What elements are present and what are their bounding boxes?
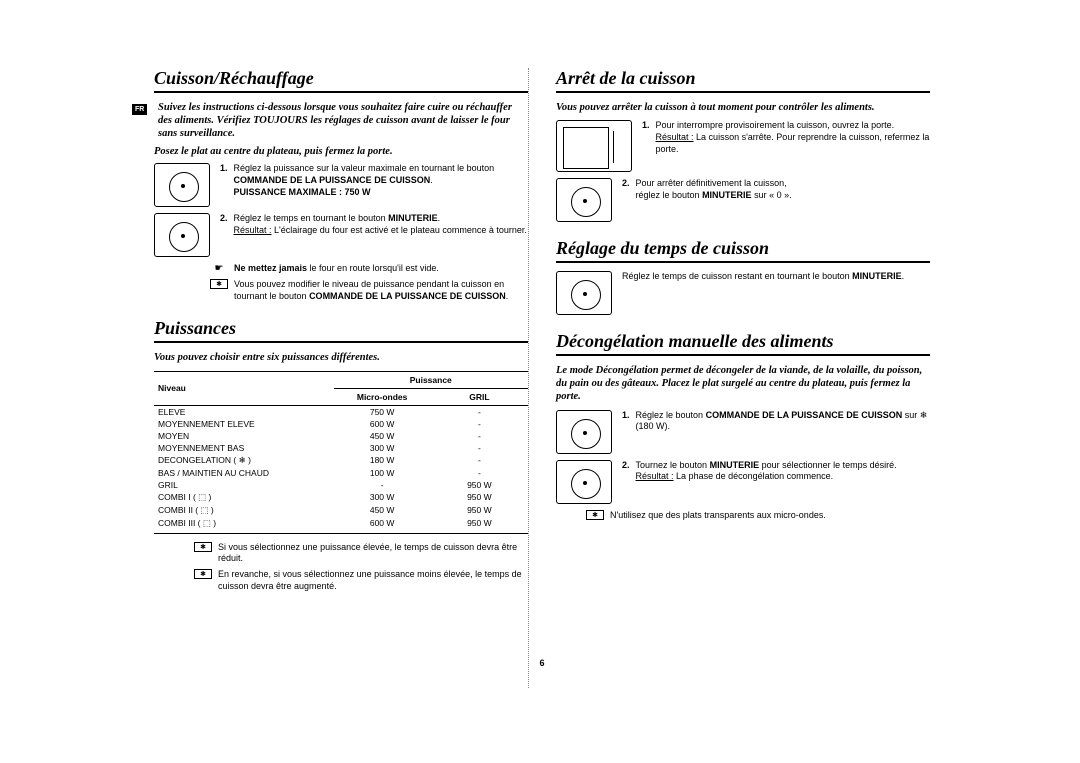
sub-instruction: Posez le plat au centre du plateau, puis… [154,146,528,157]
heading-decongelation: Décongélation manuelle des aliments [556,331,930,356]
power-note-1: ✱ Si vous sélectionnez une puissance éle… [194,542,528,565]
step-num: 1. [642,120,650,130]
timer-dial-icon [154,213,210,257]
timer-dial-icon [556,271,612,315]
step-num: 2. [220,213,228,223]
step-1: 1. Réglez la puissance sur la valeur max… [154,163,528,207]
note-icon: ✱ [194,569,212,579]
step-text: Pour arrêter définitivement la cuisson, … [636,178,792,201]
column-separator [528,68,529,688]
section-cuisson-rechauffage: Cuisson/Réchauffage Suivez les instructi… [154,68,528,302]
table-row: COMBI III ( ⬚ )600 W950 W [154,517,528,534]
table-row: ELEVE750 W- [154,405,528,418]
warning-note: ☛ Ne mettez jamais le four en route lors… [210,263,528,275]
table-row: MOYEN450 W- [154,430,528,442]
note-icon: ✱ [586,510,604,520]
step-text: Pour interrompre provisoirement la cuiss… [656,120,930,155]
power-table: Niveau Puissance Micro-ondes GRIL ELEVE7… [154,371,528,534]
step-text: Réglez la puissance sur la valeur maxima… [234,163,528,198]
step-2: 2. Réglez le temps en tournant le bouton… [154,213,528,257]
table-row: DECONGELATION ( ❄ )180 W- [154,454,528,467]
step-text: Tournez le bouton MINUTERIE pour sélecti… [636,460,897,483]
table-row: MOYENNEMENT BAS300 W- [154,442,528,454]
right-column: Arrêt de la cuisson Vous pouvez arrêter … [556,68,930,608]
intro-arret: Vous pouvez arrêter la cuisson à tout mo… [556,101,930,114]
section-reglage-temps: Réglage du temps de cuisson Réglez le te… [556,238,930,315]
table-row: COMBI I ( ⬚ )300 W950 W [154,491,528,504]
col-niveau: Niveau [154,371,334,405]
pointer-icon: ☛ [210,263,228,275]
reglage-text: Réglez le temps de cuisson restant en to… [622,271,904,283]
power-dial-icon [556,410,612,454]
info-note: ✱ Vous pouvez modifier le niveau de puis… [210,279,528,302]
note-icon: ✱ [194,542,212,552]
section-arret: Arrêt de la cuisson Vous pouvez arrêter … [556,68,930,222]
step-2: 2. Pour arrêter définitivement la cuisso… [556,178,930,222]
left-column: FR Cuisson/Réchauffage Suivez les instru… [154,68,528,608]
reglage-row: Réglez le temps de cuisson restant en to… [556,271,930,315]
timer-dial-icon [556,178,612,222]
table-row: BAS / MAINTIEN AU CHAUD100 W- [154,467,528,479]
step-num: 1. [622,410,630,420]
heading-puissances: Puissances [154,318,528,343]
step-text: Réglez le bouton COMMANDE DE LA PUISSANC… [636,410,930,433]
intro-decongelation: Le mode Décongélation permet de décongel… [556,364,930,403]
step-num: 1. [220,163,228,173]
decongelation-note: ✱ N'utilisez que des plats transparents … [586,510,930,522]
col-gril: GRIL [431,388,528,405]
power-dial-icon [154,163,210,207]
step-1: 1. Pour interrompre provisoirement la cu… [556,120,930,172]
section-puissances: Puissances Vous pouvez choisir entre six… [154,318,528,592]
step-2: 2. Tournez le bouton MINUTERIE pour séle… [556,460,930,504]
timer-dial-icon [556,460,612,504]
col-puissance: Puissance [334,371,528,388]
col-microondes: Micro-ondes [334,388,431,405]
heading-cuisson: Cuisson/Réchauffage [154,68,528,93]
table-row: COMBI II ( ⬚ )450 W950 W [154,504,528,517]
heading-arret: Arrêt de la cuisson [556,68,930,93]
intro-puissances: Vous pouvez choisir entre six puissances… [154,351,528,364]
step-num: 2. [622,178,630,188]
language-tag: FR [132,104,147,115]
section-decongelation: Décongélation manuelle des aliments Le m… [556,331,930,521]
step-num: 2. [622,460,630,470]
heading-reglage: Réglage du temps de cuisson [556,238,930,263]
microwave-icon [556,120,632,172]
intro-cuisson: Suivez les instructions ci-dessous lorsq… [158,101,528,140]
power-note-2: ✱ En revanche, si vous sélectionnez une … [194,569,528,592]
step-text: Réglez le temps en tournant le bouton MI… [234,213,527,236]
table-row: MOYENNEMENT ELEVE600 W- [154,418,528,430]
note-icon: ✱ [210,279,228,289]
step-1: 1. Réglez le bouton COMMANDE DE LA PUISS… [556,410,930,454]
page-number: 6 [539,658,544,668]
table-row: GRIL-950 W [154,479,528,491]
